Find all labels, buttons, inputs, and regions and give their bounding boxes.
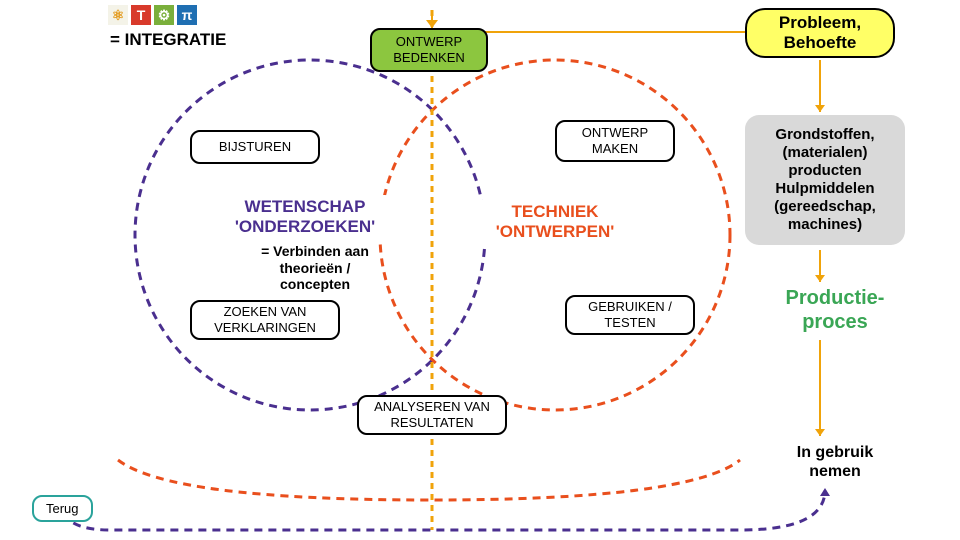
- node-bijsturen: BIJSTUREN: [190, 130, 320, 164]
- back-button[interactable]: Terug: [32, 495, 93, 522]
- node-wetenschap_sub: = Verbinden aan theorieën / concepten: [230, 242, 400, 294]
- header-integratie: = INTEGRATIE: [110, 30, 226, 50]
- logo: ⚛T⚙π: [108, 5, 197, 25]
- node-ingebruik: In gebruik nemen: [770, 440, 900, 484]
- node-techniek: TECHNIEK 'ONTWERPEN': [470, 200, 640, 244]
- node-ontwerp_bedenken: ONTWERP BEDENKEN: [370, 28, 488, 72]
- diagram-stage: ⚛T⚙π = INTEGRATIE Probleem, Behoefte ONTW…: [0, 0, 960, 540]
- node-ontwerp_maken: ONTWERP MAKEN: [555, 120, 675, 162]
- node-analyseren: ANALYSEREN VAN RESULTATEN: [357, 395, 507, 435]
- node-wetenschap: WETENSCHAP 'ONDERZOEKEN': [215, 195, 395, 239]
- node-grondstoffen: Grondstoffen, (materialen) producten Hul…: [745, 115, 905, 245]
- node-probleem: Probleem, Behoefte: [745, 8, 895, 58]
- node-zoeken: ZOEKEN VAN VERKLARINGEN: [190, 300, 340, 340]
- node-gebruiken: GEBRUIKEN / TESTEN: [565, 295, 695, 335]
- node-productie: Productie- proces: [770, 285, 900, 335]
